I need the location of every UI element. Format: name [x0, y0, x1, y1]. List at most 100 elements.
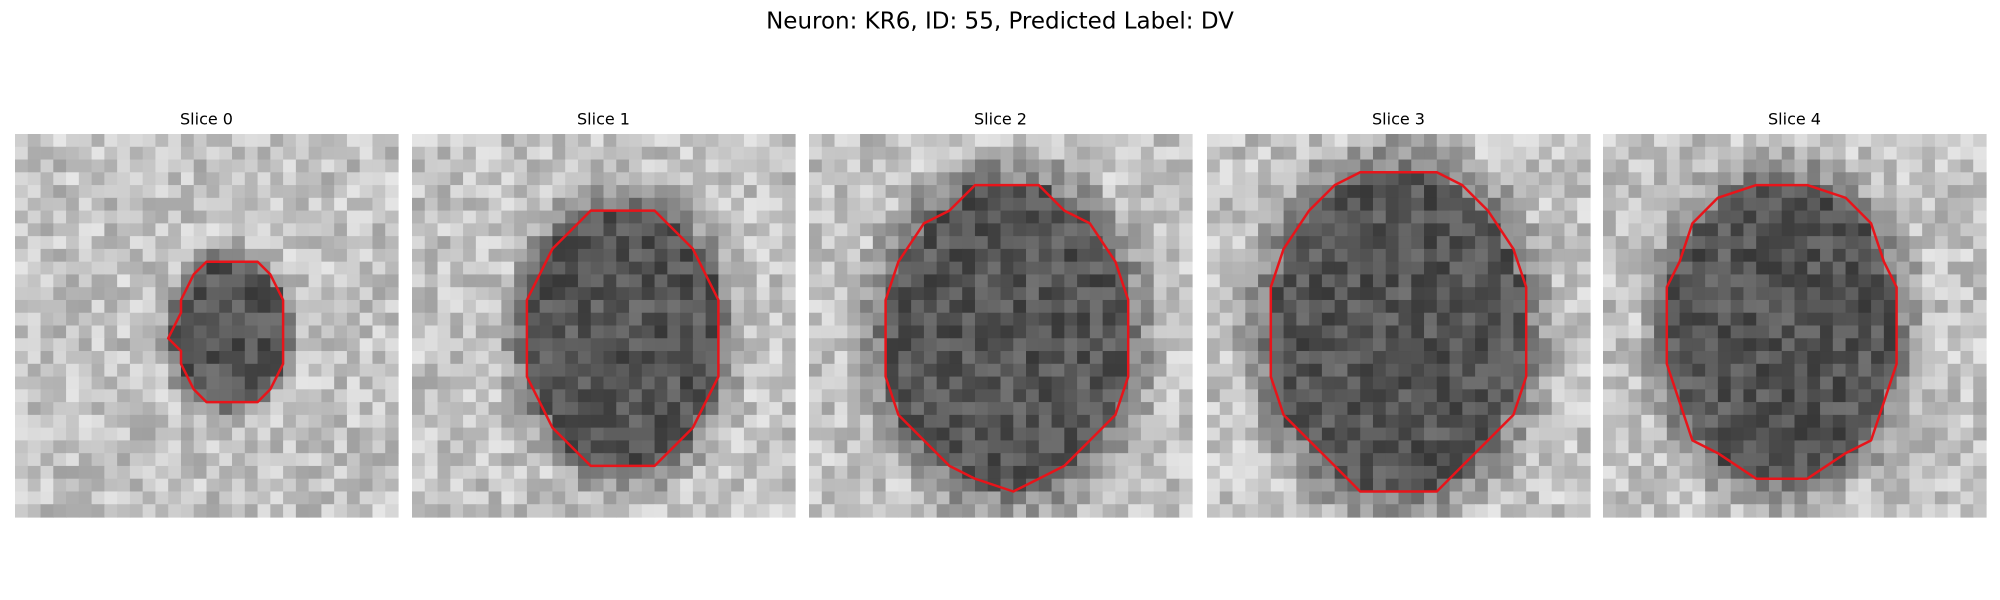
- pixel: [346, 504, 361, 518]
- pixel: [1615, 210, 1630, 224]
- pixel: [450, 146, 464, 161]
- pixel: [1500, 338, 1514, 352]
- pixel: [1717, 197, 1732, 212]
- pixel: [1934, 146, 1949, 161]
- pixel: [923, 376, 938, 390]
- pixel: [692, 185, 707, 199]
- pixel: [1166, 351, 1180, 365]
- pixel: [1321, 197, 1336, 212]
- pixel: [680, 453, 694, 467]
- pixel: [244, 236, 259, 250]
- pixel: [1128, 299, 1142, 314]
- pixel: [193, 363, 208, 378]
- pixel: [15, 402, 29, 416]
- pixel: [372, 389, 386, 403]
- pixel: [1743, 134, 1757, 148]
- pixel: [526, 159, 541, 173]
- pixel: [552, 172, 566, 186]
- pixel: [1462, 146, 1476, 161]
- pixel: [53, 338, 67, 352]
- pixel: [219, 414, 233, 429]
- pixel: [782, 197, 796, 212]
- pixel: [450, 427, 464, 441]
- pixel: [936, 376, 951, 390]
- pixel: [501, 185, 515, 199]
- pixel: [1820, 261, 1834, 276]
- pixel: [641, 312, 656, 327]
- pixel: [1922, 363, 1936, 378]
- pixel: [463, 159, 477, 173]
- pixel: [782, 274, 796, 288]
- pixel: [1128, 465, 1142, 480]
- pixel: [1296, 351, 1310, 365]
- pixel: [1038, 504, 1053, 518]
- pixel: [705, 312, 719, 327]
- pixel: [1166, 134, 1180, 148]
- pixel: [616, 453, 630, 467]
- pixel: [1309, 287, 1323, 301]
- pixel: [1026, 363, 1040, 378]
- pixel: [1128, 453, 1142, 467]
- pixel: [718, 376, 732, 390]
- pixel: [180, 389, 195, 403]
- pixel: [104, 172, 118, 186]
- pixel: [1513, 197, 1527, 212]
- pixel: [346, 427, 361, 441]
- pixel: [1845, 363, 1859, 378]
- pixel: [1000, 197, 1014, 212]
- pixel: [1296, 465, 1310, 480]
- pixel: [1321, 351, 1336, 365]
- pixel: [1334, 210, 1349, 224]
- pixel: [142, 414, 157, 429]
- pixel: [437, 146, 451, 161]
- pixel: [1232, 325, 1246, 339]
- pixel: [987, 299, 1002, 314]
- pixel: [437, 491, 451, 505]
- pixel: [104, 338, 118, 352]
- pixel: [834, 236, 848, 250]
- pixel: [1347, 134, 1361, 148]
- pixel: [1372, 185, 1387, 199]
- pixel: [1577, 363, 1591, 378]
- pixel: [193, 402, 208, 416]
- contour: [166, 260, 285, 404]
- pixel: [834, 185, 848, 199]
- pixel: [1309, 402, 1323, 416]
- pixel: [1411, 389, 1425, 403]
- pixel: [450, 274, 464, 288]
- pixel: [1538, 338, 1553, 352]
- pixel: [885, 478, 899, 493]
- pixel: [641, 453, 656, 467]
- pixel: [1500, 134, 1514, 148]
- pixel: [1717, 351, 1732, 365]
- pixel: [654, 197, 668, 212]
- pixel: [1449, 402, 1463, 416]
- pixel: [232, 453, 246, 467]
- pixel: [526, 504, 541, 518]
- pixel: [885, 453, 899, 467]
- pixel: [1947, 261, 1962, 276]
- pixel: [1475, 491, 1489, 505]
- pixel: [847, 465, 861, 480]
- pixel: [1603, 465, 1617, 480]
- pixel: [1641, 453, 1655, 467]
- pixel: [78, 146, 93, 161]
- pixel: [142, 261, 157, 276]
- pixel: [1654, 299, 1668, 314]
- pixel: [270, 236, 284, 250]
- pixel: [1309, 338, 1323, 352]
- pixel: [1128, 478, 1142, 493]
- pixel: [680, 299, 694, 314]
- pixel: [718, 363, 732, 378]
- pixel: [526, 134, 541, 148]
- pixel: [987, 351, 1002, 365]
- pixel: [66, 248, 80, 263]
- pixel: [1538, 134, 1553, 148]
- pixel: [539, 159, 554, 173]
- pixel: [1140, 210, 1155, 224]
- pixel: [1615, 287, 1630, 301]
- pixel: [475, 504, 490, 518]
- pixel: [1756, 504, 1770, 518]
- pixel: [1973, 248, 1987, 263]
- pixel: [1436, 504, 1451, 518]
